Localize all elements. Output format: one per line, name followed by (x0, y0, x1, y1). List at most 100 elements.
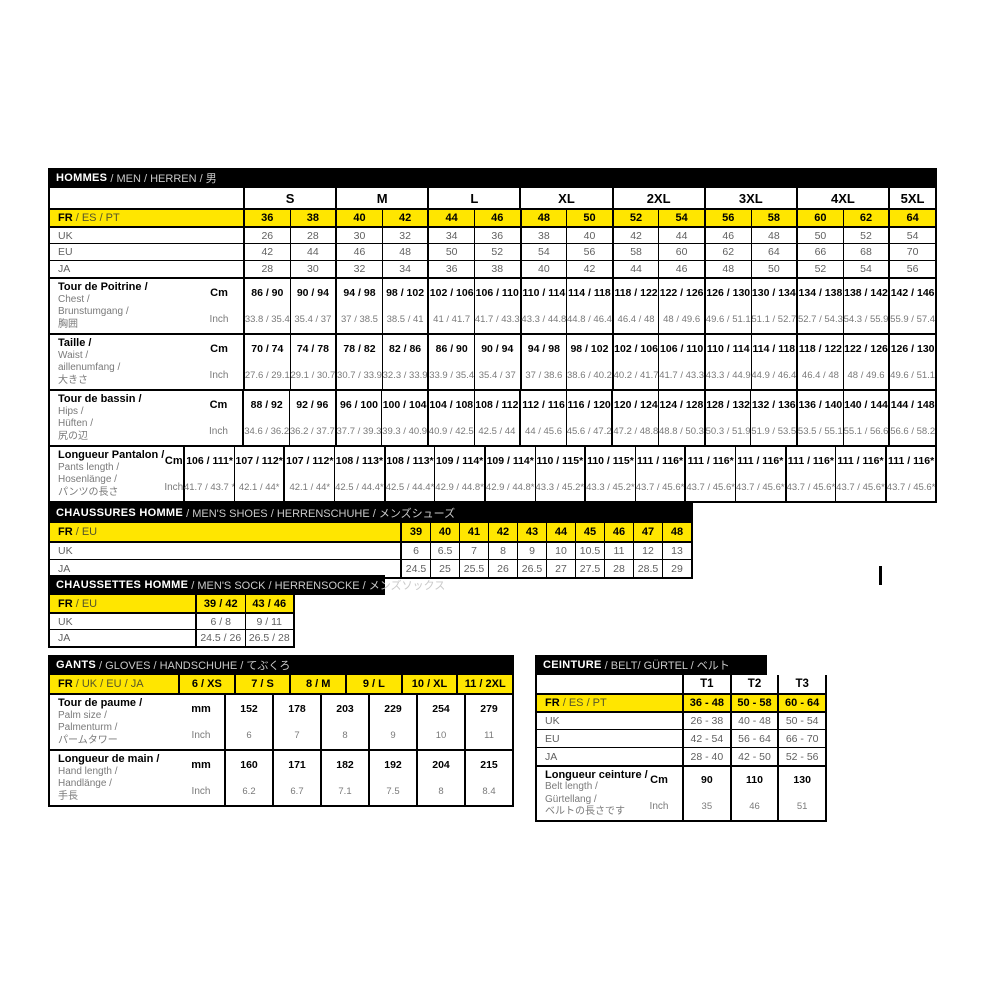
measurement-cell: 254 10 (416, 695, 464, 749)
fr-label-bold: FR (58, 526, 73, 538)
inch-unit-label: Inch (649, 801, 669, 813)
size-value-cell: 6 / 8 (195, 614, 245, 629)
size-value-cell: 48 (381, 244, 428, 260)
hips-label-ja: 尻の辺 (58, 430, 88, 442)
mens-table-title-bar: HOMMES / MEN / HERREN / 男 (48, 168, 937, 188)
mens-table-grid: S M L XL 2XL 3XL 4XL 5XL FR / ES / PT 36 38 40 42 4… (48, 188, 937, 503)
size-value-cell: 44 (289, 244, 336, 260)
size-value-cell: 40 (335, 210, 382, 226)
chest-label-en: Chest / (58, 293, 90, 305)
size-value-cell: 50 (427, 244, 474, 260)
measurement-cell: 94 / 98 37 / 38.6 (519, 335, 567, 389)
measurement-cell: 120 / 124 47.2 / 48.8 (611, 391, 658, 445)
mens-garment-size-table: HOMMES / MEN / HERREN / 男 S M L XL 2XL 3XL 4XL… (48, 168, 937, 503)
measurement-cell: 94 / 98 37 / 38.5 (335, 279, 382, 333)
measurement-cell: 82 / 86 32.3 / 33.9 (381, 335, 428, 389)
measurement-cell: 108 / 112 42.5 / 44 (473, 391, 520, 445)
measurement-cell: 92 / 96 36.2 / 37.7 (289, 391, 335, 445)
size-value-cell: 13 (662, 543, 691, 559)
size-value-cell: 28 (604, 560, 633, 577)
size-value-cell: 66 (796, 244, 843, 260)
size-value-cell: 60 (658, 244, 704, 260)
belt-ja-label: JA (545, 750, 558, 763)
measurement-cell: 98 / 102 38.5 / 41 (381, 279, 428, 333)
measurement-cell: 136 / 140 53.5 / 55.1 (796, 391, 843, 445)
size-value-cell: 7 (459, 543, 488, 559)
size-value-cell: 36 (427, 261, 474, 277)
eu-row-label: EU (58, 246, 73, 258)
gloves-title: GANTS (56, 659, 96, 671)
measurement-cell: 90 / 94 35.4 / 37 (289, 279, 336, 333)
measurement-cell: 114 / 118 44.9 / 46.4 (750, 335, 796, 389)
size-group-label: 5XL (887, 188, 935, 208)
belt-length-label-en: Belt length / (545, 781, 598, 792)
size-value-cell: 48 (662, 523, 691, 541)
size-value-cell: 6.5 (430, 543, 459, 559)
size-value-cell: 25 (430, 560, 459, 577)
shoes-fr-eu-row: FR / EU 39 40 41 42 43 44 45 46 47 48 (50, 523, 691, 541)
belt-size-labels: T1 T2 T3 (682, 675, 825, 693)
uk-row-label: UK (58, 229, 73, 242)
chest-unit-column: Cm Inch (195, 279, 243, 333)
socks-fr-eu-label: FR / EU (50, 595, 195, 612)
hand-length-row: Longueur de main / Hand length / Handlän… (50, 749, 512, 805)
belt-eu-row: EU 42 - 54 56 - 64 66 - 70 (537, 729, 825, 747)
mens-table-title-translations: / MEN / HERREN / 男 (107, 173, 217, 185)
size-value-cell: 42 - 50 (729, 748, 778, 765)
size-value-cell: 42 (243, 244, 290, 260)
palm-label-ja: パームタワー (58, 734, 118, 746)
size-value-cell: 41 (459, 523, 488, 541)
size-value-cell: 28 (243, 261, 290, 277)
belt-title-bar: CEINTURE / BELT/ GÜRTEL / ベルト (535, 655, 767, 675)
belt-title: CEINTURE (543, 659, 602, 671)
measurement-cell: 182 7.1 (320, 751, 368, 805)
hips-values: 88 / 92 34.6 / 36.2 92 / 96 36.2 / 37.7 96… (242, 391, 935, 445)
fr-label-bold: FR (545, 697, 560, 709)
shoes-uk-row: UK 6 6.5 7 8 9 10 10.5 11 12 13 (50, 541, 691, 559)
shoes-ja-row: JA 24.5 25 25.5 26 26.5 27 27.5 28 28.5 29 (50, 559, 691, 577)
socks-fr-values: 39 / 42 43 / 46 (195, 595, 293, 612)
measurement-cell: 106 / 110 41.7 / 43.3 (473, 279, 520, 333)
belt-ja-row: JA 28 - 40 42 - 50 52 - 56 (537, 747, 825, 765)
hips-label-fr: Tour de bassin / (58, 393, 142, 405)
measurement-cell: 124 / 128 48.8 / 50.3 (658, 391, 704, 445)
belt-title-translations: / BELT/ GÜRTEL / ベルト (601, 660, 730, 672)
measurement-cell: 160 6.2 (224, 751, 272, 805)
mm-unit-label: mm (191, 702, 211, 715)
size-value-cell: 11 / 2XL (456, 675, 512, 693)
measurement-cell: 110 46 (729, 767, 778, 820)
socks-uk-label: UK (58, 615, 73, 628)
size-value-cell: 34 (427, 228, 474, 243)
size-value-cell: 68 (842, 244, 889, 260)
fr-label-bold: FR (58, 212, 73, 224)
size-value-cell: 50 (796, 228, 843, 243)
size-value-cell: 52 (611, 210, 659, 226)
fr-label-bold: FR (58, 678, 73, 690)
size-group-label: 2XL (611, 188, 704, 208)
size-group-label: 4XL (795, 188, 888, 208)
pants-label-de: Hosenlänge / (58, 474, 117, 485)
fr-label-rest: / ES / PT (559, 697, 607, 709)
measurement-cell: 98 / 102 38.6 / 40.2 (566, 335, 612, 389)
size-value-cell: 27.5 (575, 560, 604, 577)
measurement-cell: 112 / 116 44 / 45.6 (519, 391, 566, 445)
palm-label-de: Palmenturm / (58, 722, 118, 733)
size-value-cell: 10.5 (575, 543, 604, 559)
size-value-cell: 10 (546, 543, 575, 559)
palm-values: 152 6 178 7 203 8 229 9 254 10 279 11 (224, 695, 512, 749)
measurement-cell: 132 / 136 51.9 / 53.5 (750, 391, 796, 445)
size-group-label: XL (519, 188, 611, 208)
size-value-cell: 40 (566, 228, 612, 243)
measurement-cell: 128 / 132 50.3 / 51.9 (703, 391, 751, 445)
size-value-cell: 56 (703, 210, 751, 226)
size-value-cell: 30 (335, 228, 382, 243)
print-artifact-mark (879, 566, 882, 585)
shoes-ja-values: 24.5 25 25.5 26 26.5 27 27.5 28 28.5 29 (400, 560, 691, 577)
measurement-cell: 152 6 (224, 695, 272, 749)
size-value-cell: 44 (611, 261, 659, 277)
measurement-cell: 114 / 118 44.8 / 46.4 (566, 279, 612, 333)
belt-length-label: Longueur ceinture / Belt length / Gürtel… (537, 767, 648, 820)
